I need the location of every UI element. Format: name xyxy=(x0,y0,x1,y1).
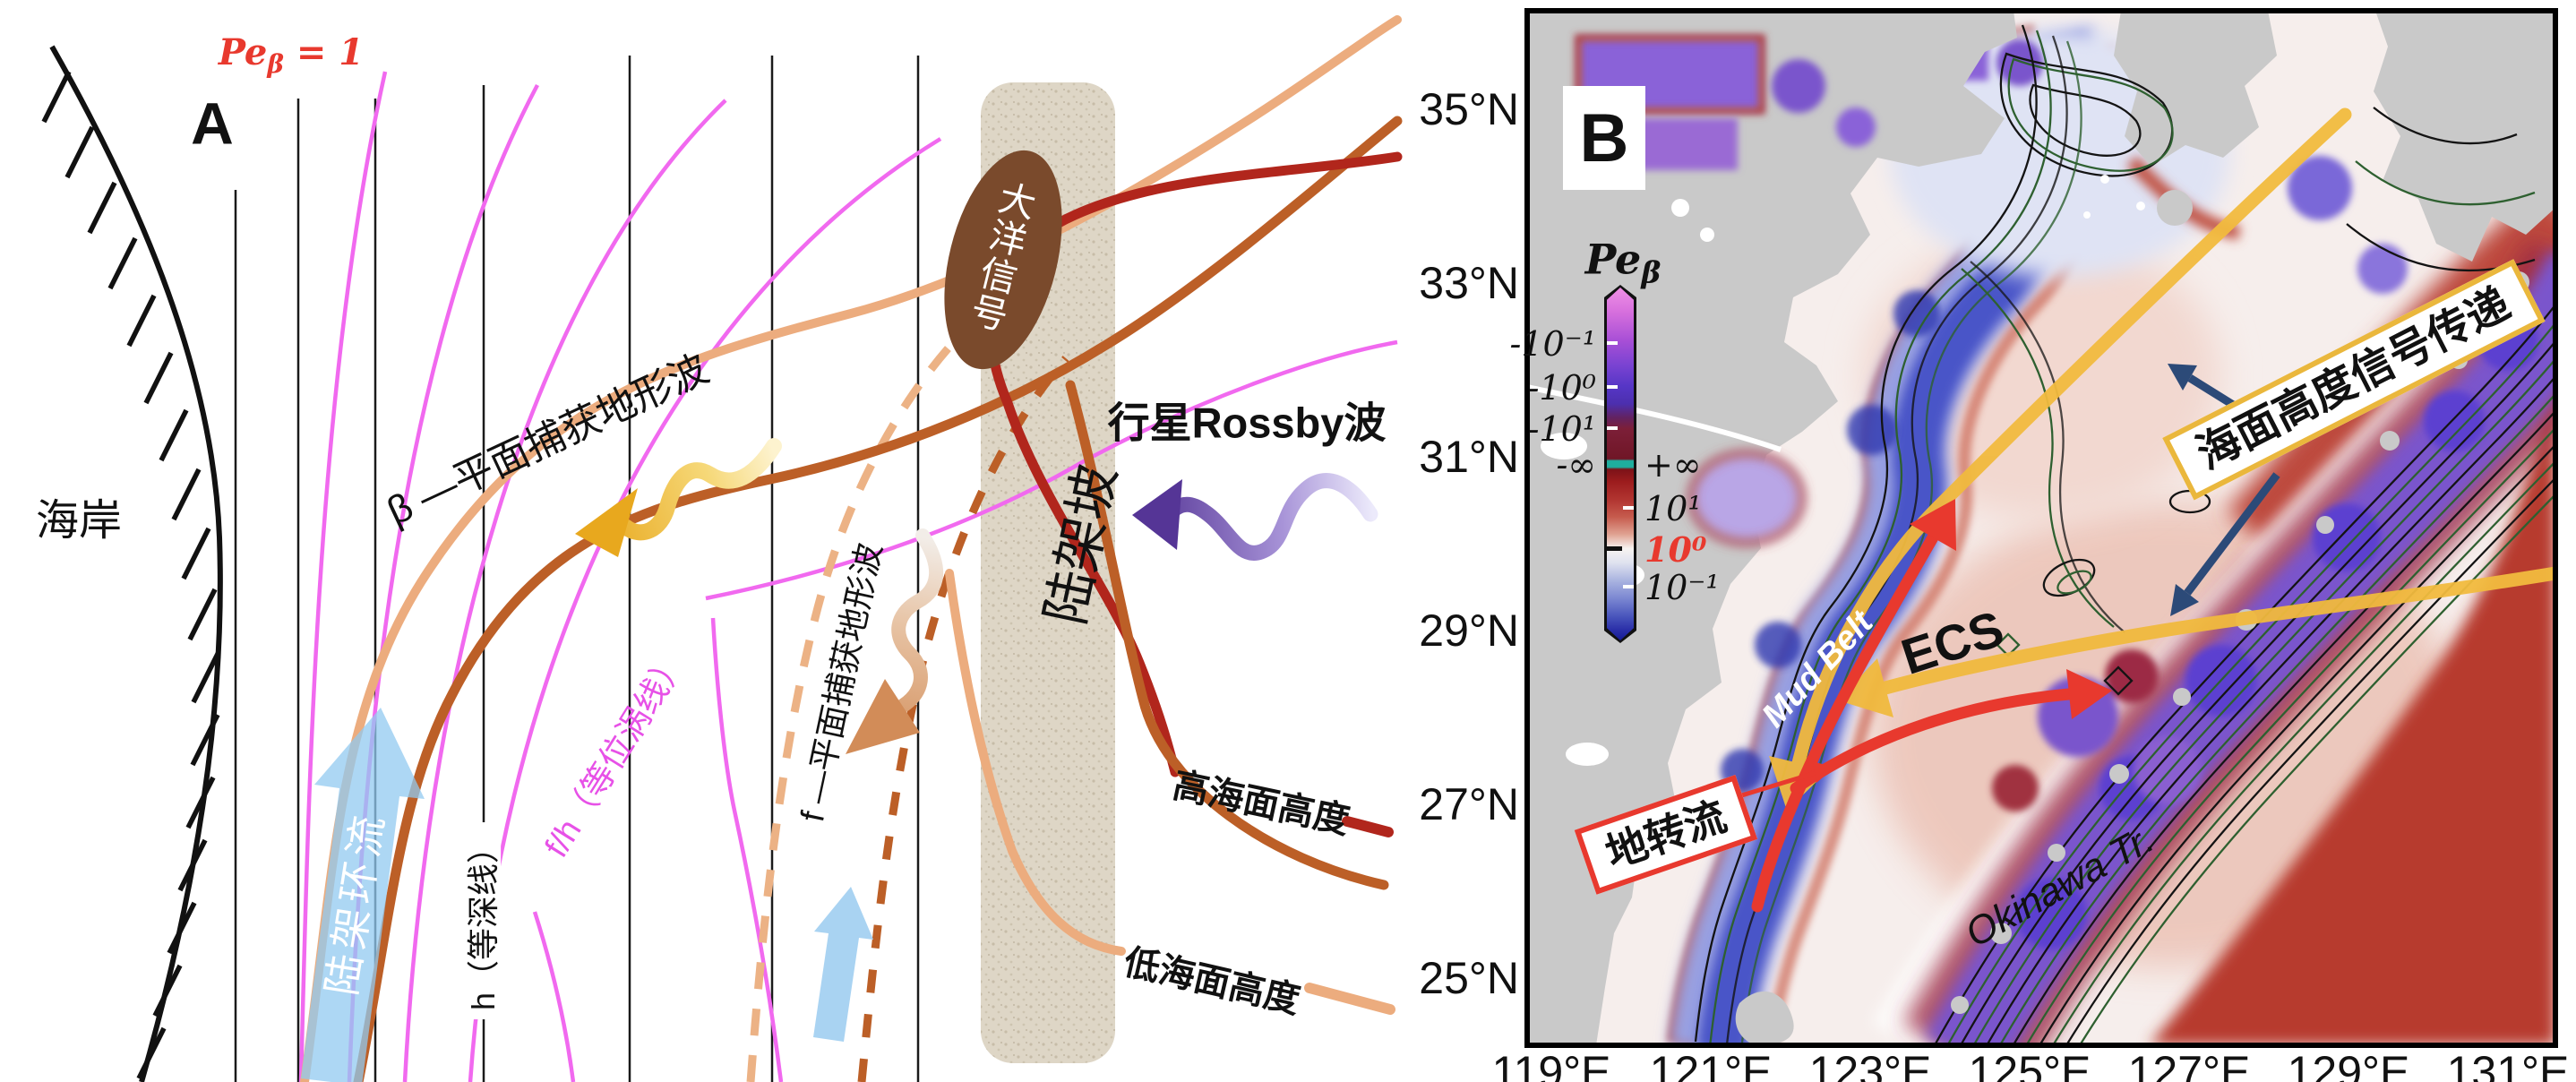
colorbar-title-base: Pe xyxy=(1584,235,1642,284)
mid-ssh-curve-ocean xyxy=(1065,380,1389,890)
pe-eq: = 1 xyxy=(283,30,365,73)
colorbar-tick xyxy=(1623,506,1634,510)
panel-a-schematic xyxy=(41,15,1403,1082)
high-ssh-curve xyxy=(986,151,1403,777)
ocean-signal-ellipse xyxy=(944,150,1062,370)
y-tick-27n: 27°N xyxy=(1419,779,1519,829)
x-tick-125e: 125°E xyxy=(1968,1047,2091,1082)
colorbar-tick xyxy=(1607,385,1618,389)
panel-a-label: A xyxy=(191,90,234,157)
x-tick-127e: 127°E xyxy=(2127,1047,2251,1082)
colorbar xyxy=(1604,285,1636,643)
along-isobath-arrow xyxy=(813,887,873,1042)
shelf-current-arrow xyxy=(301,708,425,1082)
rossby-wave-arrow xyxy=(1132,473,1378,561)
colorbar-left-tick-2: -10¹ xyxy=(1527,409,1596,449)
mid-ssh-curve-shelf xyxy=(353,116,1403,1082)
coast-label: 海岸 xyxy=(35,496,123,545)
x-tick-121e: 121°E xyxy=(1649,1047,1773,1082)
land-china xyxy=(1527,11,2017,1045)
land-korea xyxy=(2114,11,2277,167)
panel-b-map xyxy=(1527,11,2555,1045)
colorbar-tick-zero xyxy=(1607,546,1622,551)
map-border xyxy=(1524,8,2558,1048)
pe-base: Pe xyxy=(218,30,268,73)
colorbar-tick xyxy=(1607,426,1618,430)
pe-beta-equals-one-label: Peβ = 1 xyxy=(218,30,365,79)
x-tick-123e: 123°E xyxy=(1808,1047,1932,1082)
y-tick-31n: 31°N xyxy=(1419,432,1519,482)
coast-hatching xyxy=(41,70,221,1080)
x-tick-119e: 119°E xyxy=(1491,1047,1611,1082)
colorbar-right-tick-0: +∞ xyxy=(1644,445,1702,485)
colorbar-right-tick-3: 10⁻¹ xyxy=(1644,568,1720,607)
high-ssh-dash xyxy=(1342,816,1394,837)
colorbar-right-tick-1: 10¹ xyxy=(1644,489,1702,528)
colorbar-title-sub: β xyxy=(1641,254,1662,290)
pe-sub: β xyxy=(267,48,284,79)
y-tick-29n: 29°N xyxy=(1419,605,1519,656)
beta-wave-arrow xyxy=(575,438,782,557)
rossby-wave-label: 行星Rossby波 xyxy=(1107,399,1387,447)
geostrophic-arrows xyxy=(1733,499,2112,913)
colorbar-title: Peβ xyxy=(1584,235,1662,290)
map-contours xyxy=(1694,23,2555,1045)
colorbar-right-tick-2: 10⁰ xyxy=(1644,529,1707,570)
panel-b-label: B xyxy=(1579,99,1629,176)
panel-b-label-box: B xyxy=(1563,86,1645,190)
low-ssh-dash xyxy=(1304,983,1395,1015)
f-wave-arrow xyxy=(846,528,943,754)
colorbar-tick xyxy=(1623,585,1634,588)
y-tick-35n: 35°N xyxy=(1419,84,1519,134)
land-taiwan xyxy=(1735,991,1794,1045)
coastline xyxy=(41,45,223,1082)
colorbar-tick xyxy=(1607,341,1618,345)
y-tick-25n: 25°N xyxy=(1419,953,1519,1003)
x-tick-131e: 131°E xyxy=(2446,1047,2570,1082)
y-tick-33n: 33°N xyxy=(1419,258,1519,308)
colorbar-left-tick-0: -10⁻¹ xyxy=(1509,324,1596,364)
colorbar-gradient xyxy=(1607,288,1634,640)
colorbar-left-tick-1: -10⁰ xyxy=(1527,368,1596,408)
x-tick-129e: 129°E xyxy=(2287,1047,2410,1082)
colorbar-left-tick-3: -∞ xyxy=(1556,445,1597,485)
isobath-label: h（等深线） xyxy=(465,821,502,1020)
isobath-lines xyxy=(234,56,920,1082)
geostrophic-leader-arrow xyxy=(1733,761,1834,800)
small-islands xyxy=(2083,175,2145,219)
low-ssh-curve-ocean xyxy=(945,569,1126,956)
